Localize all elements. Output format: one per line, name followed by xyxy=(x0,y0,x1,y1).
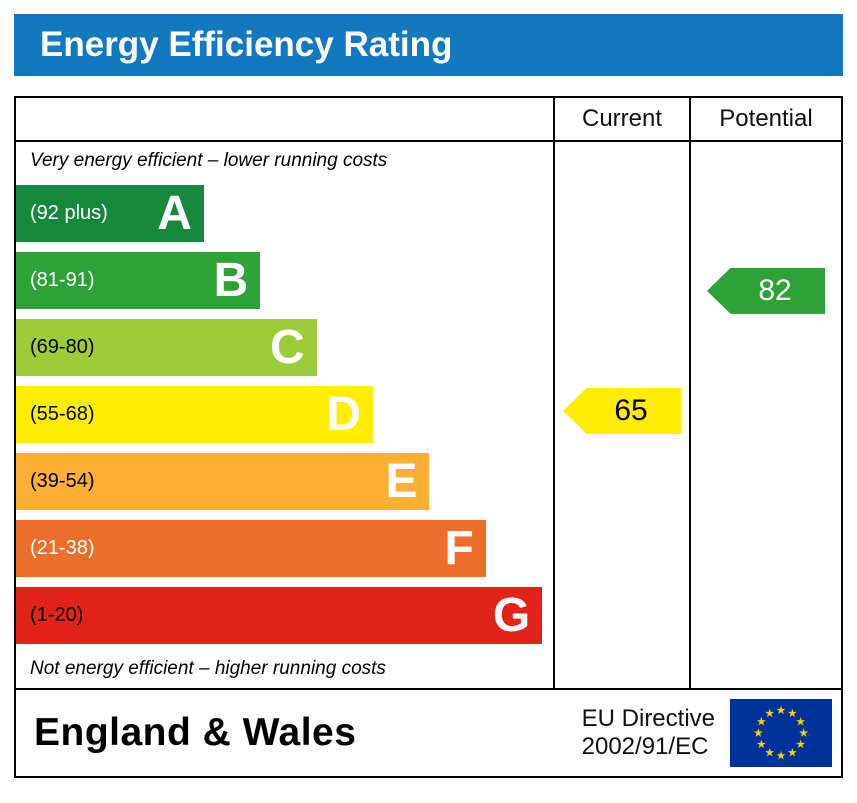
potential-column-header: Potential xyxy=(689,98,841,140)
band-letter: A xyxy=(157,186,192,240)
band-range-label: (55-68) xyxy=(30,403,95,426)
band-range-label: (81-91) xyxy=(30,269,95,292)
current-column-header: Current xyxy=(553,98,689,140)
band-row-b: (81-91) B xyxy=(16,247,553,314)
eu-flag-icon xyxy=(730,699,832,767)
eu-directive-line2: 2002/91/EC xyxy=(581,733,709,760)
band-range-label: (39-54) xyxy=(30,470,95,493)
bands-column: Very energy efficient – lower running co… xyxy=(16,142,553,688)
band-letter: D xyxy=(326,387,362,441)
band-range-label: (21-38) xyxy=(30,537,95,560)
band-bar-g: (1-20) G xyxy=(16,587,543,645)
rating-table: Current Potential Very energy efficient … xyxy=(14,96,843,778)
table-footer: England & Wales EU Directive 2002/91/EC xyxy=(16,688,841,776)
band-bar-a: (92 plus) A xyxy=(16,185,204,243)
band-letter: F xyxy=(444,521,474,575)
band-bar-b: (81-91) B xyxy=(16,252,261,310)
band-row-f: (21-38) F xyxy=(16,515,553,582)
eu-directive-label: EU Directive 2002/91/EC xyxy=(582,705,715,760)
band-row-a: (92 plus) A xyxy=(16,180,553,247)
band-letter: E xyxy=(385,454,418,508)
potential-column: 82 xyxy=(689,142,841,688)
band-row-e: (39-54) E xyxy=(16,448,553,515)
band-row-d: (55-68) D xyxy=(16,381,553,448)
page-title: Energy Efficiency Rating xyxy=(40,25,453,64)
eu-directive-line1: EU Directive xyxy=(581,705,715,733)
table-header-row: Current Potential xyxy=(16,98,841,142)
band-row-g: (1-20) G xyxy=(16,582,553,649)
band-row-c: (69-80) C xyxy=(16,314,553,381)
band-bar-d: (55-68) D xyxy=(16,386,374,444)
region-label: England & Wales xyxy=(34,711,357,754)
band-bar-e: (39-54) E xyxy=(16,453,430,511)
potential-rating-arrow: 82 xyxy=(707,267,825,314)
band-range-label: (92 plus) xyxy=(30,202,108,225)
bands: (92 plus) A (81-91) B (69-80) C (55-68) D (39-54… xyxy=(16,180,553,649)
band-range-label: (1-20) xyxy=(30,604,84,627)
band-bar-c: (69-80) C xyxy=(16,319,317,377)
title-bar: Energy Efficiency Rating xyxy=(14,14,843,76)
current-rating-arrow: 65 xyxy=(563,387,681,434)
band-letter: B xyxy=(213,253,249,307)
current-column: 65 xyxy=(553,142,689,688)
band-bar-f: (21-38) F xyxy=(16,520,486,578)
band-letter: G xyxy=(492,588,531,642)
chart-area: Very energy efficient – lower running co… xyxy=(16,142,841,688)
bottom-caption: Not energy efficient – higher running co… xyxy=(30,657,386,679)
top-caption: Very energy efficient – lower running co… xyxy=(30,150,388,172)
header-spacer xyxy=(16,98,553,140)
band-letter: C xyxy=(270,320,305,374)
band-range-label: (69-80) xyxy=(30,336,95,359)
